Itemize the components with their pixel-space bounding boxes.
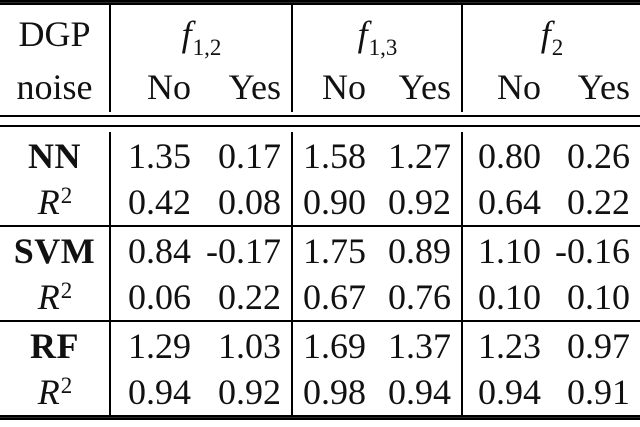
cell-svm-r2-f12-yes: 0.22 <box>218 277 281 317</box>
cell-nn-r2-f2-yes: 0.22 <box>567 182 630 222</box>
col-header-f12-yes: Yes <box>228 67 281 107</box>
cell-nn-f13-yes: 1.27 <box>388 135 451 176</box>
corner-label-noise-text: noise <box>16 67 93 107</box>
f2-subscript: 2 <box>551 34 564 60</box>
col-header-f2-yes: Yes <box>577 67 630 107</box>
f13-subscript: 1,3 <box>368 34 398 60</box>
f13-base: f <box>357 13 368 54</box>
r2-superscript: 2 <box>60 373 73 398</box>
cell-rf-r2-f2-no: 0.94 <box>461 369 551 415</box>
cell-rf-f2-yes: 0.97 <box>567 325 630 366</box>
r2-base: R <box>37 372 60 412</box>
group-header-f12: f1,2 <box>109 5 291 62</box>
group-header-f13: f1,3 <box>291 5 461 62</box>
r2-base: R <box>37 182 60 222</box>
cell-rf-f13-no: 1.69 <box>291 322 376 369</box>
cell-nn-r2-f13-no: 0.90 <box>291 179 376 225</box>
row-label-rf-r2: R2 <box>0 369 109 415</box>
cell-svm-r2-f12-no: 0.06 <box>109 274 201 320</box>
cell-svm-r2-f2-yes: 0.10 <box>567 277 630 317</box>
cell-rf-r2-f12-yes: 0.92 <box>218 372 281 412</box>
f2-base: f <box>540 13 551 54</box>
corner-label-dgp-text: DGP <box>18 13 91 54</box>
cell-svm-f2-yes: -0.16 <box>555 230 630 271</box>
row-label-svm: SVM <box>13 230 96 271</box>
cell-rf-f13-yes: 1.37 <box>388 325 451 366</box>
cell-svm-f2-no: 1.10 <box>461 227 551 274</box>
cell-svm-f13-yes: 0.89 <box>388 230 451 271</box>
cell-rf-f12-yes: 1.03 <box>218 325 281 366</box>
cell-nn-f12-yes: 0.17 <box>218 135 281 176</box>
cell-rf-r2-f2-yes: 0.91 <box>567 372 630 412</box>
row-label-rf-r2-text: R2 <box>37 371 73 413</box>
cell-nn-f2-no: 0.80 <box>461 132 551 179</box>
cell-nn-r2-f12-no: 0.42 <box>109 179 201 225</box>
r2-superscript: 2 <box>60 278 73 303</box>
corner-label-dgp: DGP <box>0 5 109 62</box>
cell-svm-f12-yes: -0.17 <box>206 230 281 271</box>
cell-nn-r2-f12-yes: 0.08 <box>218 182 281 222</box>
cell-nn-r2-f2-no: 0.64 <box>461 179 551 225</box>
col-header-f13-no: No <box>291 62 376 112</box>
cell-svm-r2-f13-yes: 0.76 <box>388 277 451 317</box>
cell-rf-r2-f13-yes: 0.94 <box>388 372 451 412</box>
r2-base: R <box>37 277 60 317</box>
cell-nn-f2-yes: 0.26 <box>567 135 630 176</box>
group-header-f2: f2 <box>461 5 640 62</box>
row-label-nn-r2-text: R2 <box>37 181 73 223</box>
row-label-rf: RF <box>30 325 79 366</box>
cell-svm-f12-no: 0.84 <box>109 227 201 274</box>
cell-rf-f12-no: 1.29 <box>109 322 201 369</box>
f12-subscript: 1,2 <box>192 34 222 60</box>
group-header-f2-text: f2 <box>540 13 564 60</box>
f12-base: f <box>181 13 192 54</box>
cell-nn-r2-f13-yes: 0.92 <box>388 182 451 222</box>
row-label-nn: NN <box>28 135 81 176</box>
col-header-f12-no: No <box>109 62 201 112</box>
group-header-f12-text: f1,2 <box>181 13 222 60</box>
cell-rf-r2-f12-no: 0.94 <box>109 369 201 415</box>
cell-nn-f12-no: 1.35 <box>109 132 201 179</box>
bottom-rule <box>0 415 640 420</box>
col-header-f2-no: No <box>461 62 551 112</box>
col-header-f13-yes: Yes <box>398 67 451 107</box>
group-header-f13-text: f1,3 <box>357 13 398 60</box>
cell-rf-f2-no: 1.23 <box>461 322 551 369</box>
cell-svm-r2-f2-no: 0.10 <box>461 274 551 320</box>
group-divider-rule-1 <box>0 225 640 227</box>
cell-nn-f13-no: 1.58 <box>291 132 376 179</box>
row-label-nn-r2: R2 <box>0 179 109 225</box>
cell-svm-f13-no: 1.75 <box>291 227 376 274</box>
group-divider-rule-2 <box>0 320 640 322</box>
row-label-svm-r2: R2 <box>0 274 109 320</box>
row-label-svm-r2-text: R2 <box>37 276 73 318</box>
r2-superscript: 2 <box>60 183 73 208</box>
corner-label-noise: noise <box>0 62 109 112</box>
top-rule <box>0 0 640 5</box>
cell-rf-r2-f13-no: 0.98 <box>291 369 376 415</box>
cell-svm-r2-f13-no: 0.67 <box>291 274 376 320</box>
header-double-rule <box>0 115 640 127</box>
